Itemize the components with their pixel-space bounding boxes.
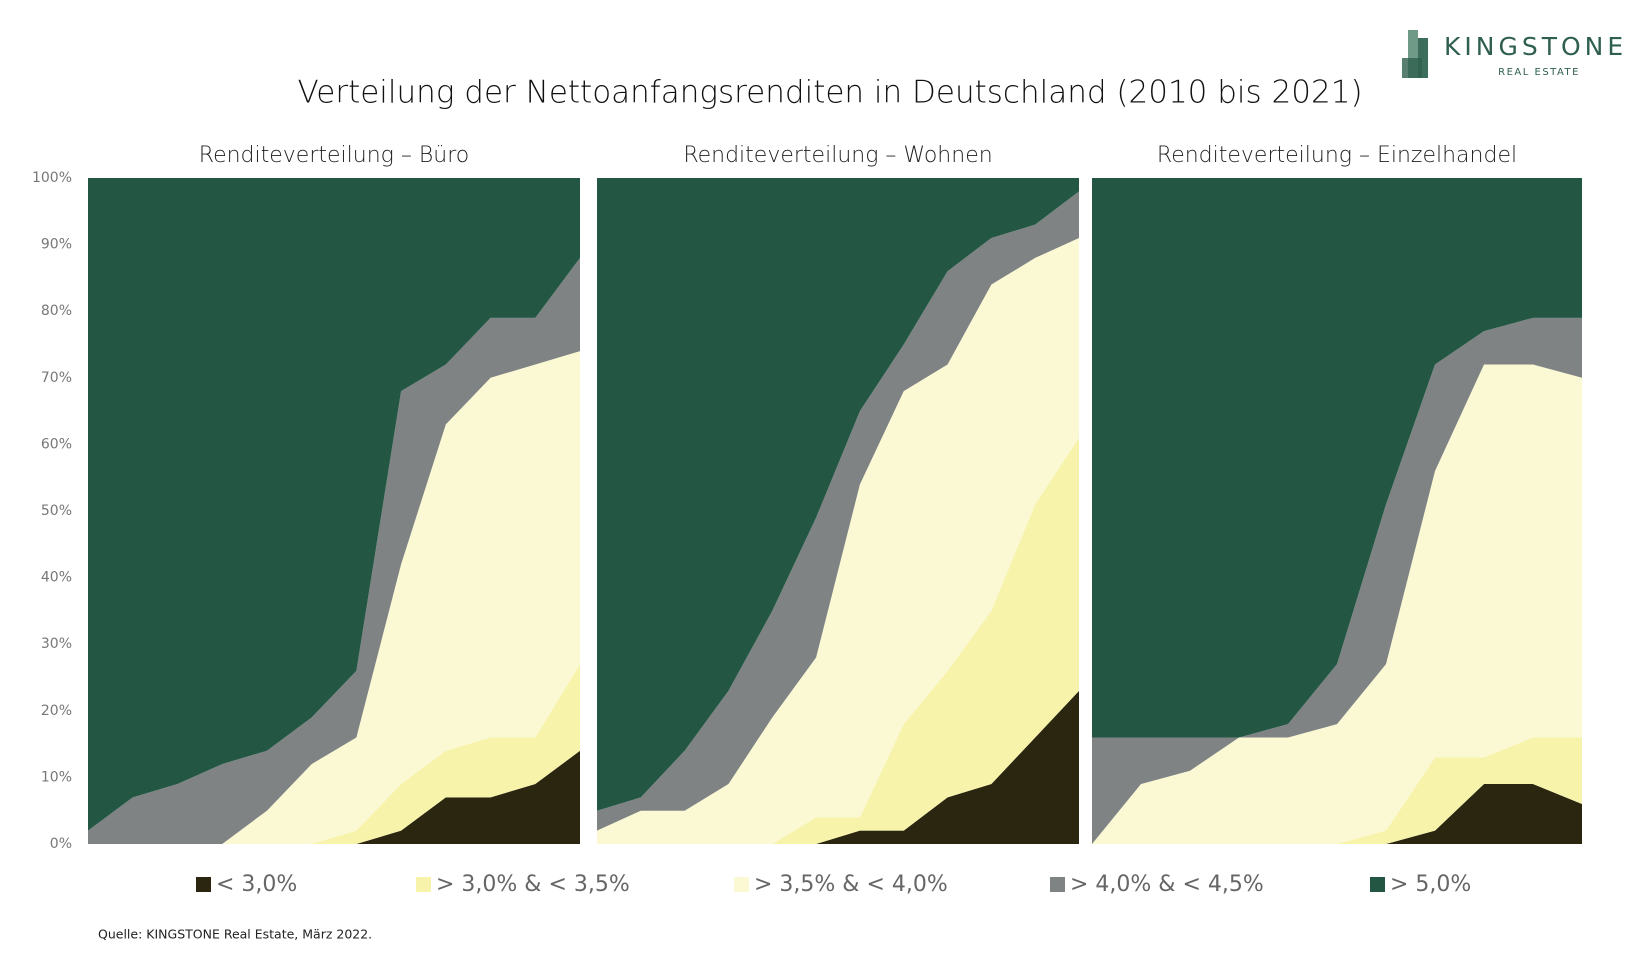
area [597, 178, 1079, 811]
y-tick-label: 20% [41, 703, 72, 719]
legend-swatch [1050, 877, 1065, 892]
logo: KINGSTONE REAL ESTATE [1402, 30, 1627, 78]
area [1092, 784, 1582, 844]
area [597, 237, 1079, 844]
panel-title: Renditeverteilung – Büro [199, 143, 469, 168]
y-tick-label: 40% [41, 570, 72, 586]
legend-label: > 4,0% & < 4,5% [1070, 872, 1264, 897]
area [1092, 737, 1582, 844]
area [88, 351, 580, 844]
logo-name: KINGSTONE [1444, 32, 1627, 61]
area [88, 750, 580, 844]
logo-tagline: REAL ESTATE [1498, 67, 1580, 78]
legend-swatch [1370, 877, 1385, 892]
y-tick-label: 30% [41, 636, 72, 652]
legend-swatch [734, 877, 749, 892]
panel-title: Renditeverteilung – Wohnen [683, 143, 992, 168]
area [597, 437, 1079, 844]
y-tick-label: 0% [50, 836, 72, 852]
y-tick-label: 10% [41, 769, 72, 785]
area [88, 664, 580, 844]
y-tick-label: 100% [32, 170, 72, 186]
source: Quelle: KINGSTONE Real Estate, März 2022… [98, 927, 372, 942]
area [597, 191, 1079, 831]
y-tick-label: 90% [41, 237, 72, 253]
y-tick-label: 70% [41, 370, 72, 386]
area [1092, 364, 1582, 844]
panel-title: Renditeverteilung – Einzelhandel [1157, 143, 1517, 168]
y-tick-label: 50% [41, 503, 72, 519]
y-tick-label: 80% [41, 303, 72, 319]
legend-label: > 5,0% [1390, 872, 1471, 897]
logo-shape [1418, 38, 1428, 78]
legend-swatch [416, 877, 431, 892]
area [88, 257, 580, 844]
logo-shape [1402, 58, 1422, 78]
legend-label: > 3,5% & < 4,0% [754, 872, 948, 897]
area [597, 690, 1079, 844]
legend-swatch [196, 877, 211, 892]
chart-title: Verteilung der Nettoanfangsrenditen in D… [297, 75, 1362, 111]
legend-label: < 3,0% [216, 872, 297, 897]
y-tick-label: 60% [41, 436, 72, 452]
area [88, 178, 580, 831]
area [1092, 178, 1582, 738]
legend-label: > 3,0% & < 3,5% [436, 872, 630, 897]
logo-shape [1408, 30, 1418, 78]
